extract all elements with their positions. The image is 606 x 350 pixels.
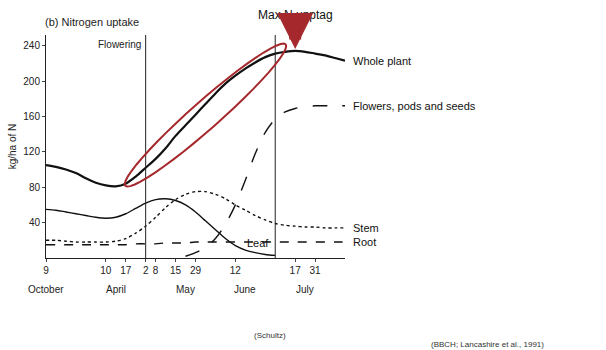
svg-text:(BBCH; Lancashire et al., 1991: (BBCH; Lancashire et al., 1991)	[431, 340, 544, 349]
svg-text:July: July	[296, 284, 314, 295]
svg-text:29: 29	[190, 265, 202, 276]
svg-text:Whole plant: Whole plant	[353, 55, 411, 67]
svg-text:17: 17	[290, 265, 302, 276]
svg-text:240: 240	[23, 40, 40, 51]
svg-text:Max N upptag: Max N upptag	[258, 8, 333, 22]
svg-text:17: 17	[120, 265, 132, 276]
svg-text:31: 31	[310, 265, 322, 276]
svg-text:June: June	[234, 284, 256, 295]
svg-text:(b) Nitrogen uptake: (b) Nitrogen uptake	[45, 16, 139, 28]
svg-text:Root: Root	[353, 236, 376, 248]
svg-text:200: 200	[23, 76, 40, 87]
svg-text:2: 2	[143, 265, 149, 276]
svg-text:80: 80	[29, 182, 41, 193]
svg-text:12: 12	[230, 265, 242, 276]
svg-text:kg/ha of N: kg/ha of N	[7, 124, 18, 170]
svg-text:(Schultz): (Schultz)	[254, 331, 286, 340]
svg-text:May: May	[176, 284, 195, 295]
svg-text:Leaf: Leaf	[247, 237, 269, 249]
svg-text:April: April	[106, 284, 126, 295]
svg-text:9: 9	[43, 265, 49, 276]
svg-text:Stem: Stem	[353, 222, 379, 234]
svg-text:Flowers, pods and seeds: Flowers, pods and seeds	[353, 100, 476, 112]
svg-text:160: 160	[23, 111, 40, 122]
svg-text:15: 15	[170, 265, 182, 276]
svg-text:120: 120	[23, 146, 40, 157]
svg-text:October: October	[28, 284, 64, 295]
svg-text:8: 8	[153, 265, 159, 276]
svg-text:40: 40	[29, 217, 41, 228]
svg-text:Flowering: Flowering	[98, 39, 141, 50]
svg-text:10: 10	[100, 265, 112, 276]
